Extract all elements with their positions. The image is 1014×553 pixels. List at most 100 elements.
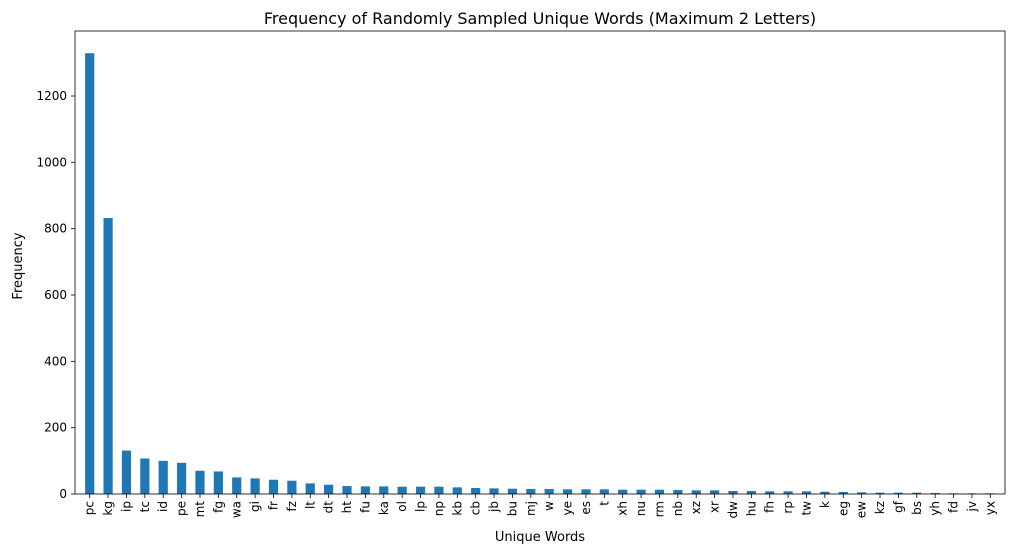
x-tick-label: nb <box>671 501 685 516</box>
bar-nb <box>673 490 683 494</box>
bar-ip <box>121 450 132 494</box>
bar-ew <box>857 492 867 494</box>
x-tick-label: k <box>818 501 832 508</box>
bar-fh <box>765 491 775 494</box>
bar-pc <box>85 53 95 495</box>
bar-tw <box>801 491 812 494</box>
bar-fr <box>268 479 279 494</box>
x-tick-label: mj <box>524 501 538 516</box>
x-tick-label: yh <box>928 501 942 516</box>
x-tick-label: yx <box>983 501 997 515</box>
bar-rm <box>654 489 665 494</box>
x-tick-label: ol <box>395 501 409 512</box>
x-tick-label: hu <box>744 501 758 516</box>
bar-mj <box>526 489 536 494</box>
x-tick-label: bu <box>505 501 519 516</box>
bar-lp <box>415 486 426 494</box>
x-tick-label: dw <box>726 501 740 519</box>
x-tick-label: kb <box>450 501 464 516</box>
bar-gi <box>250 478 260 494</box>
x-tick-label: eg <box>836 501 850 516</box>
bar-hu <box>746 491 756 494</box>
x-axis-label: Unique Words <box>495 530 585 545</box>
bar-pe <box>177 462 187 494</box>
x-tick-label: wa <box>230 501 244 518</box>
y-tick-label: 1200 <box>36 89 67 103</box>
bar-es <box>581 489 591 494</box>
bar-dt <box>324 484 334 494</box>
x-tick-label: lt <box>303 501 317 509</box>
bar-id <box>158 460 168 494</box>
bar-dw <box>728 491 738 494</box>
bar-kz <box>875 492 885 494</box>
x-tick-label: bs <box>910 501 924 515</box>
bar-fu <box>360 486 370 494</box>
x-tick-label: fh <box>763 501 777 513</box>
bar-bu <box>507 488 518 494</box>
y-tick-label: 800 <box>44 222 67 236</box>
bar-k <box>820 491 830 494</box>
bar-fg <box>213 471 223 494</box>
bar-ol <box>397 486 407 494</box>
x-tick-label: xr <box>708 501 722 513</box>
x-tick-label: tw <box>800 501 814 516</box>
x-tick-label: fz <box>285 501 299 512</box>
plot-frame <box>74 30 1006 495</box>
bar-np <box>434 486 444 494</box>
bar-kg <box>103 218 113 494</box>
x-tick-label: ew <box>855 501 869 518</box>
bar-ka <box>379 486 389 494</box>
x-tick-label: cb <box>469 501 483 515</box>
bar-cb <box>471 488 481 494</box>
bar-yh <box>930 493 940 494</box>
bar-nu <box>636 489 646 494</box>
x-tick-label: pc <box>83 501 97 515</box>
y-tick-label: 200 <box>44 421 67 435</box>
x-tick-label: kg <box>101 501 115 516</box>
x-tick-label: es <box>579 501 593 515</box>
x-tick-label: mt <box>193 501 207 518</box>
x-tick-label: ka <box>377 501 391 515</box>
x-tick-label: kz <box>873 501 887 514</box>
bar-mt <box>195 470 205 494</box>
x-tick-label: ye <box>561 501 575 515</box>
bar-jb <box>489 488 499 494</box>
bar-lt <box>305 483 315 494</box>
bar-bs <box>912 492 922 494</box>
y-tick-label: 1000 <box>36 155 67 169</box>
x-tick-label: ht <box>340 501 354 514</box>
bar-rp <box>783 491 793 494</box>
y-tick-label: 0 <box>59 487 67 501</box>
y-tick-label: 600 <box>44 288 67 302</box>
bar-w <box>544 489 554 494</box>
x-tick-label: t <box>597 501 611 506</box>
bar-tc <box>140 458 150 494</box>
x-tick-label: rm <box>652 501 666 517</box>
x-tick-label: jv <box>965 501 979 512</box>
bar-fz <box>287 480 297 494</box>
x-tick-label: fg <box>211 501 225 513</box>
bar-xh <box>618 489 628 494</box>
x-tick-label: gf <box>891 500 905 513</box>
plot-area: pc kg ip tc id pe mt fg wa gi fr fz lt dt ht fu ka ol lp np… <box>36 30 1006 519</box>
bar-ye <box>562 489 573 494</box>
x-tick-label: id <box>156 501 170 512</box>
x-tick-label: np <box>432 501 446 516</box>
x-tick-label: lp <box>414 501 428 512</box>
x-tick-label: ip <box>119 501 133 512</box>
x-tick-label: nu <box>634 501 648 516</box>
x-tick-label: jb <box>487 501 501 513</box>
x-tick-label: pe <box>175 501 189 516</box>
bar-eg <box>838 492 848 494</box>
bar-xr <box>710 490 720 494</box>
x-tick-label: w <box>542 501 556 511</box>
bar-gf <box>893 492 903 494</box>
bar-ht <box>342 486 352 494</box>
bar-wa <box>232 477 242 494</box>
x-tick-label: fd <box>947 501 961 513</box>
bar-kb <box>452 487 462 494</box>
y-axis-label: Frequency <box>11 232 26 299</box>
x-tick-label: gi <box>248 501 262 512</box>
x-tick-label: fu <box>358 501 372 513</box>
